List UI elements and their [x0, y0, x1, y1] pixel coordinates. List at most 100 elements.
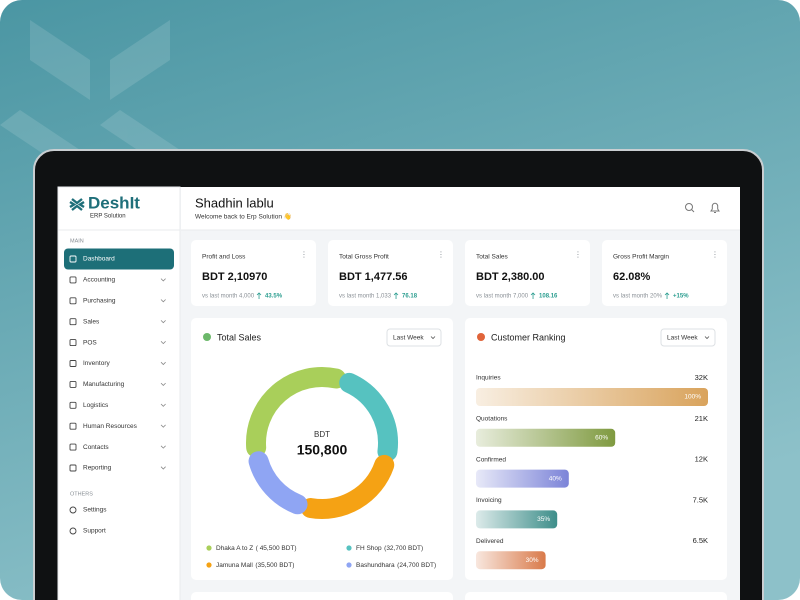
legend-dot [346, 545, 352, 551]
legend-name: Dhaka A to Z [216, 545, 253, 552]
rank-percent: 40% [549, 475, 562, 482]
legend-value: ( 45,500 BDT) [256, 545, 297, 552]
card-icon [203, 333, 211, 341]
menu-icon [69, 360, 77, 367]
menu-item[interactable]: Settings [83, 507, 107, 514]
chevron [160, 278, 166, 282]
kpi-card [191, 240, 316, 306]
active-item-bg [64, 248, 174, 270]
chevron [704, 336, 710, 340]
chevron [160, 320, 166, 324]
menu-item[interactable]: Sales [83, 318, 100, 325]
chevron [160, 361, 166, 366]
filter-box[interactable] [386, 328, 442, 347]
menu-icon [69, 318, 77, 326]
kpi-title: Total Sales [476, 254, 509, 261]
rank-percent: 100% [684, 394, 701, 401]
brand-tagline: ERP Solution [90, 214, 126, 220]
legend-dot [206, 545, 212, 551]
rank-bar [476, 469, 569, 488]
rank-count: 21K [695, 414, 708, 423]
menu-item[interactable]: Dashboard [83, 256, 115, 263]
menu-item[interactable]: Reporting [83, 465, 112, 472]
kpi-change: +15% [673, 294, 689, 300]
kpi-card [465, 240, 590, 306]
menu-icon [69, 527, 77, 535]
menu-icon [69, 506, 77, 514]
kpi-value: 62.08% [613, 271, 651, 283]
rank-name: Confirmed [476, 456, 506, 463]
legend-name: FH Shop [356, 545, 382, 552]
menu-item[interactable]: Logistics [83, 402, 109, 409]
rank-count: 12K [695, 455, 708, 464]
filter-box[interactable] [660, 328, 716, 347]
donut-segment [339, 372, 398, 462]
menu-item[interactable]: Accounting [83, 277, 116, 284]
menu-icon [69, 255, 77, 263]
kpi-title: Gross Profit Margin [613, 254, 669, 261]
logo-icon [69, 198, 85, 211]
kpi-compare: vs last month 4,000 [202, 294, 255, 300]
donut-label: BDT [314, 430, 330, 439]
menu-icon [69, 422, 77, 430]
legend-entry: FH Shop (32,700 BDT) [356, 545, 423, 552]
menu-item[interactable]: Contacts [83, 444, 109, 451]
kpi-compare: vs last month 7,000 [476, 294, 529, 300]
menu-item[interactable]: POS [83, 339, 97, 346]
rank-bar [476, 551, 546, 570]
filter-label: Last Week [393, 335, 424, 342]
rank-name: Inquiries [476, 375, 501, 382]
menu-icon [69, 443, 77, 451]
rank-bar [476, 510, 558, 529]
kpi-change: 76.18 [402, 294, 418, 300]
kpi-card [602, 240, 727, 306]
legend-value: (24,700 BDT) [397, 562, 436, 569]
rank-percent: 30% [526, 557, 539, 564]
menu-item[interactable]: Human Resources [83, 423, 138, 430]
up-arrow [256, 292, 262, 299]
legend-entry: Dhaka A to Z( 45,500 BDT) [216, 545, 297, 552]
rank-percent: 60% [595, 435, 608, 442]
rank-count: 7.5K [693, 495, 708, 504]
card-icon [477, 333, 485, 341]
legend-name: Jamuna Mall [216, 562, 253, 569]
chevron [160, 403, 166, 407]
notification-icon[interactable] [710, 202, 720, 213]
up-arrow [393, 292, 399, 299]
chevron [160, 382, 166, 386]
menu-item[interactable]: Support [83, 528, 106, 535]
up-arrow [664, 292, 670, 299]
legend-dot [346, 562, 352, 568]
legend-name: Bashundhara [356, 562, 395, 569]
kpi-value: BDT 2,380.00 [476, 271, 544, 283]
menu-icon [69, 380, 77, 388]
menu-item[interactable]: Manufacturing [83, 381, 125, 388]
search-icon[interactable] [685, 203, 695, 213]
header-bar [181, 187, 740, 230]
kpi-compare: vs last month 20% [613, 294, 663, 300]
legend-entry: Bashundhara (24,700 BDT) [356, 562, 436, 569]
menu-item[interactable]: Inventory [83, 360, 110, 367]
menu-icon [69, 297, 77, 305]
up-arrow [530, 292, 536, 299]
menu-icon [69, 339, 77, 347]
chevron [160, 341, 166, 345]
chevron [160, 299, 166, 303]
rank-name: Quotations [476, 416, 508, 423]
menu-item[interactable]: Purchasing [83, 298, 116, 305]
kpi-menu: ⋮ [574, 250, 582, 259]
kpi-card [328, 240, 453, 306]
chevron [160, 445, 166, 449]
menu-icon [69, 464, 77, 472]
kpi-change: 43.5% [265, 294, 283, 300]
donut-segment [300, 454, 395, 519]
donut-total: 150,800 [297, 442, 348, 458]
chevron [430, 336, 436, 340]
kpi-title: Profit and Loss [202, 254, 246, 261]
kpi-value: BDT 2,10970 [202, 271, 267, 283]
rank-bar [476, 388, 708, 406]
section-label: OTHERS [70, 491, 93, 497]
menu-icon [69, 401, 77, 409]
